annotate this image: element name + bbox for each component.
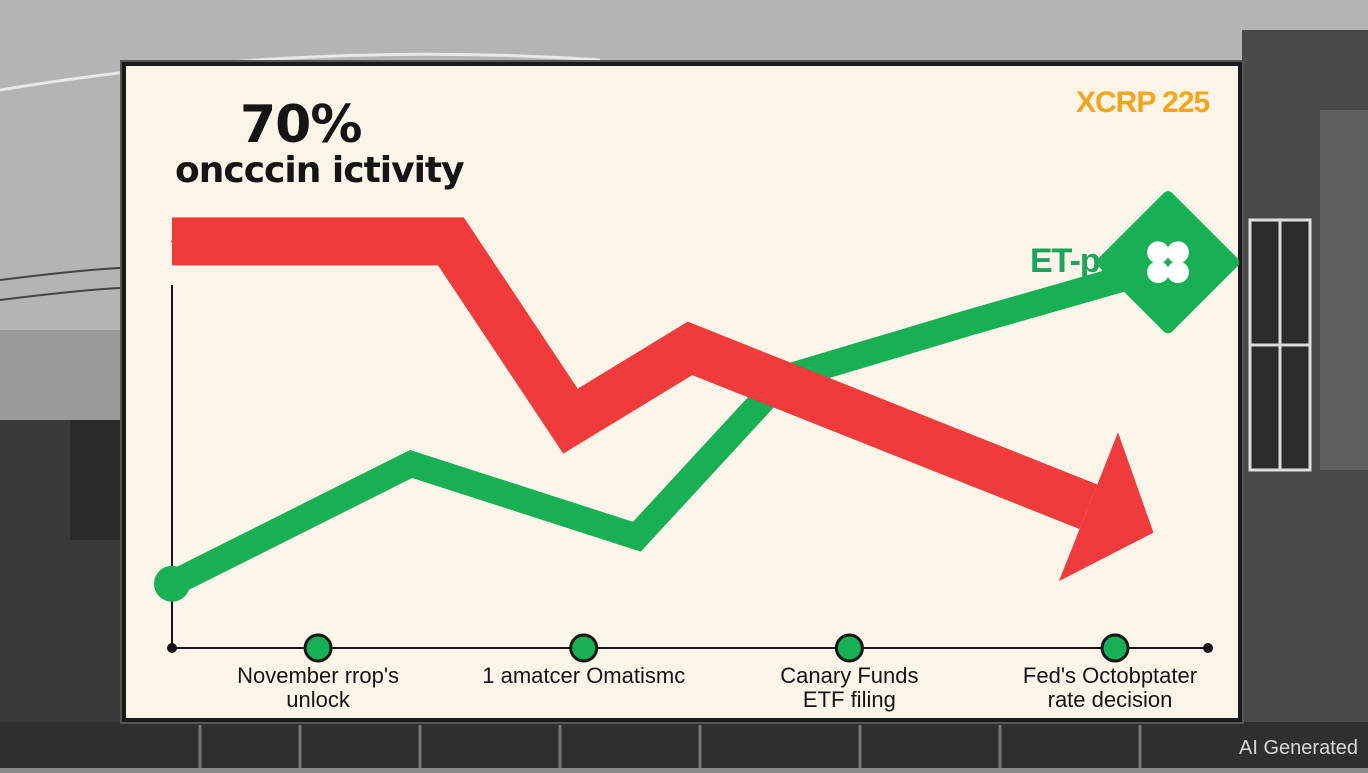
milestone-markers [303, 633, 1130, 663]
chart-subhead: oncccin ictivity [175, 150, 465, 191]
milestone-marker-3 [1100, 633, 1130, 663]
milestone-marker-2 [834, 633, 864, 663]
red-series-line [172, 217, 1098, 530]
xrp-logo-icon [1096, 191, 1240, 334]
xrp-logo-petal-2 [1147, 261, 1170, 284]
watermark: AI Generated [1239, 737, 1358, 759]
x-tick-label-3: Fed's Octobptater rate decision [1022, 663, 1198, 712]
xrp-logo-badge [1096, 191, 1240, 334]
series-layer [154, 191, 1240, 602]
x-axis-end-dot [1203, 643, 1213, 653]
x-tick-label-2: Canary Funds ETF filing [780, 663, 919, 712]
x-tick-label-0: November rrop's unlock [237, 663, 400, 712]
xrp-logo-petal-0 [1147, 241, 1170, 264]
green-series-point-1 [410, 462, 413, 465]
red-series-point-3 [689, 347, 691, 350]
red-series-point-1 [449, 240, 452, 243]
red-series-arrowhead [1058, 432, 1154, 582]
red-series-point-0 [171, 240, 173, 243]
xrp-logo-petal-3 [1166, 241, 1189, 264]
chart-headline: 70% [240, 95, 362, 155]
xrp-logo-petal-1 [1166, 261, 1189, 284]
milestone-marker-0 [303, 633, 333, 663]
chart-board [122, 62, 1242, 722]
green-series-point-2 [635, 535, 638, 538]
xrp-tag-label: XCRP 225 [1076, 86, 1210, 119]
green-series-start-dot [154, 565, 190, 602]
x-tick-label-1: 1 amatcer Omatismc [482, 663, 686, 688]
x-axis-origin-dot [167, 643, 177, 653]
milestone-marker-1 [569, 633, 599, 663]
green-series-line [159, 241, 1221, 597]
green-series-point-4 [967, 321, 970, 324]
red-series-point-2 [569, 420, 572, 423]
